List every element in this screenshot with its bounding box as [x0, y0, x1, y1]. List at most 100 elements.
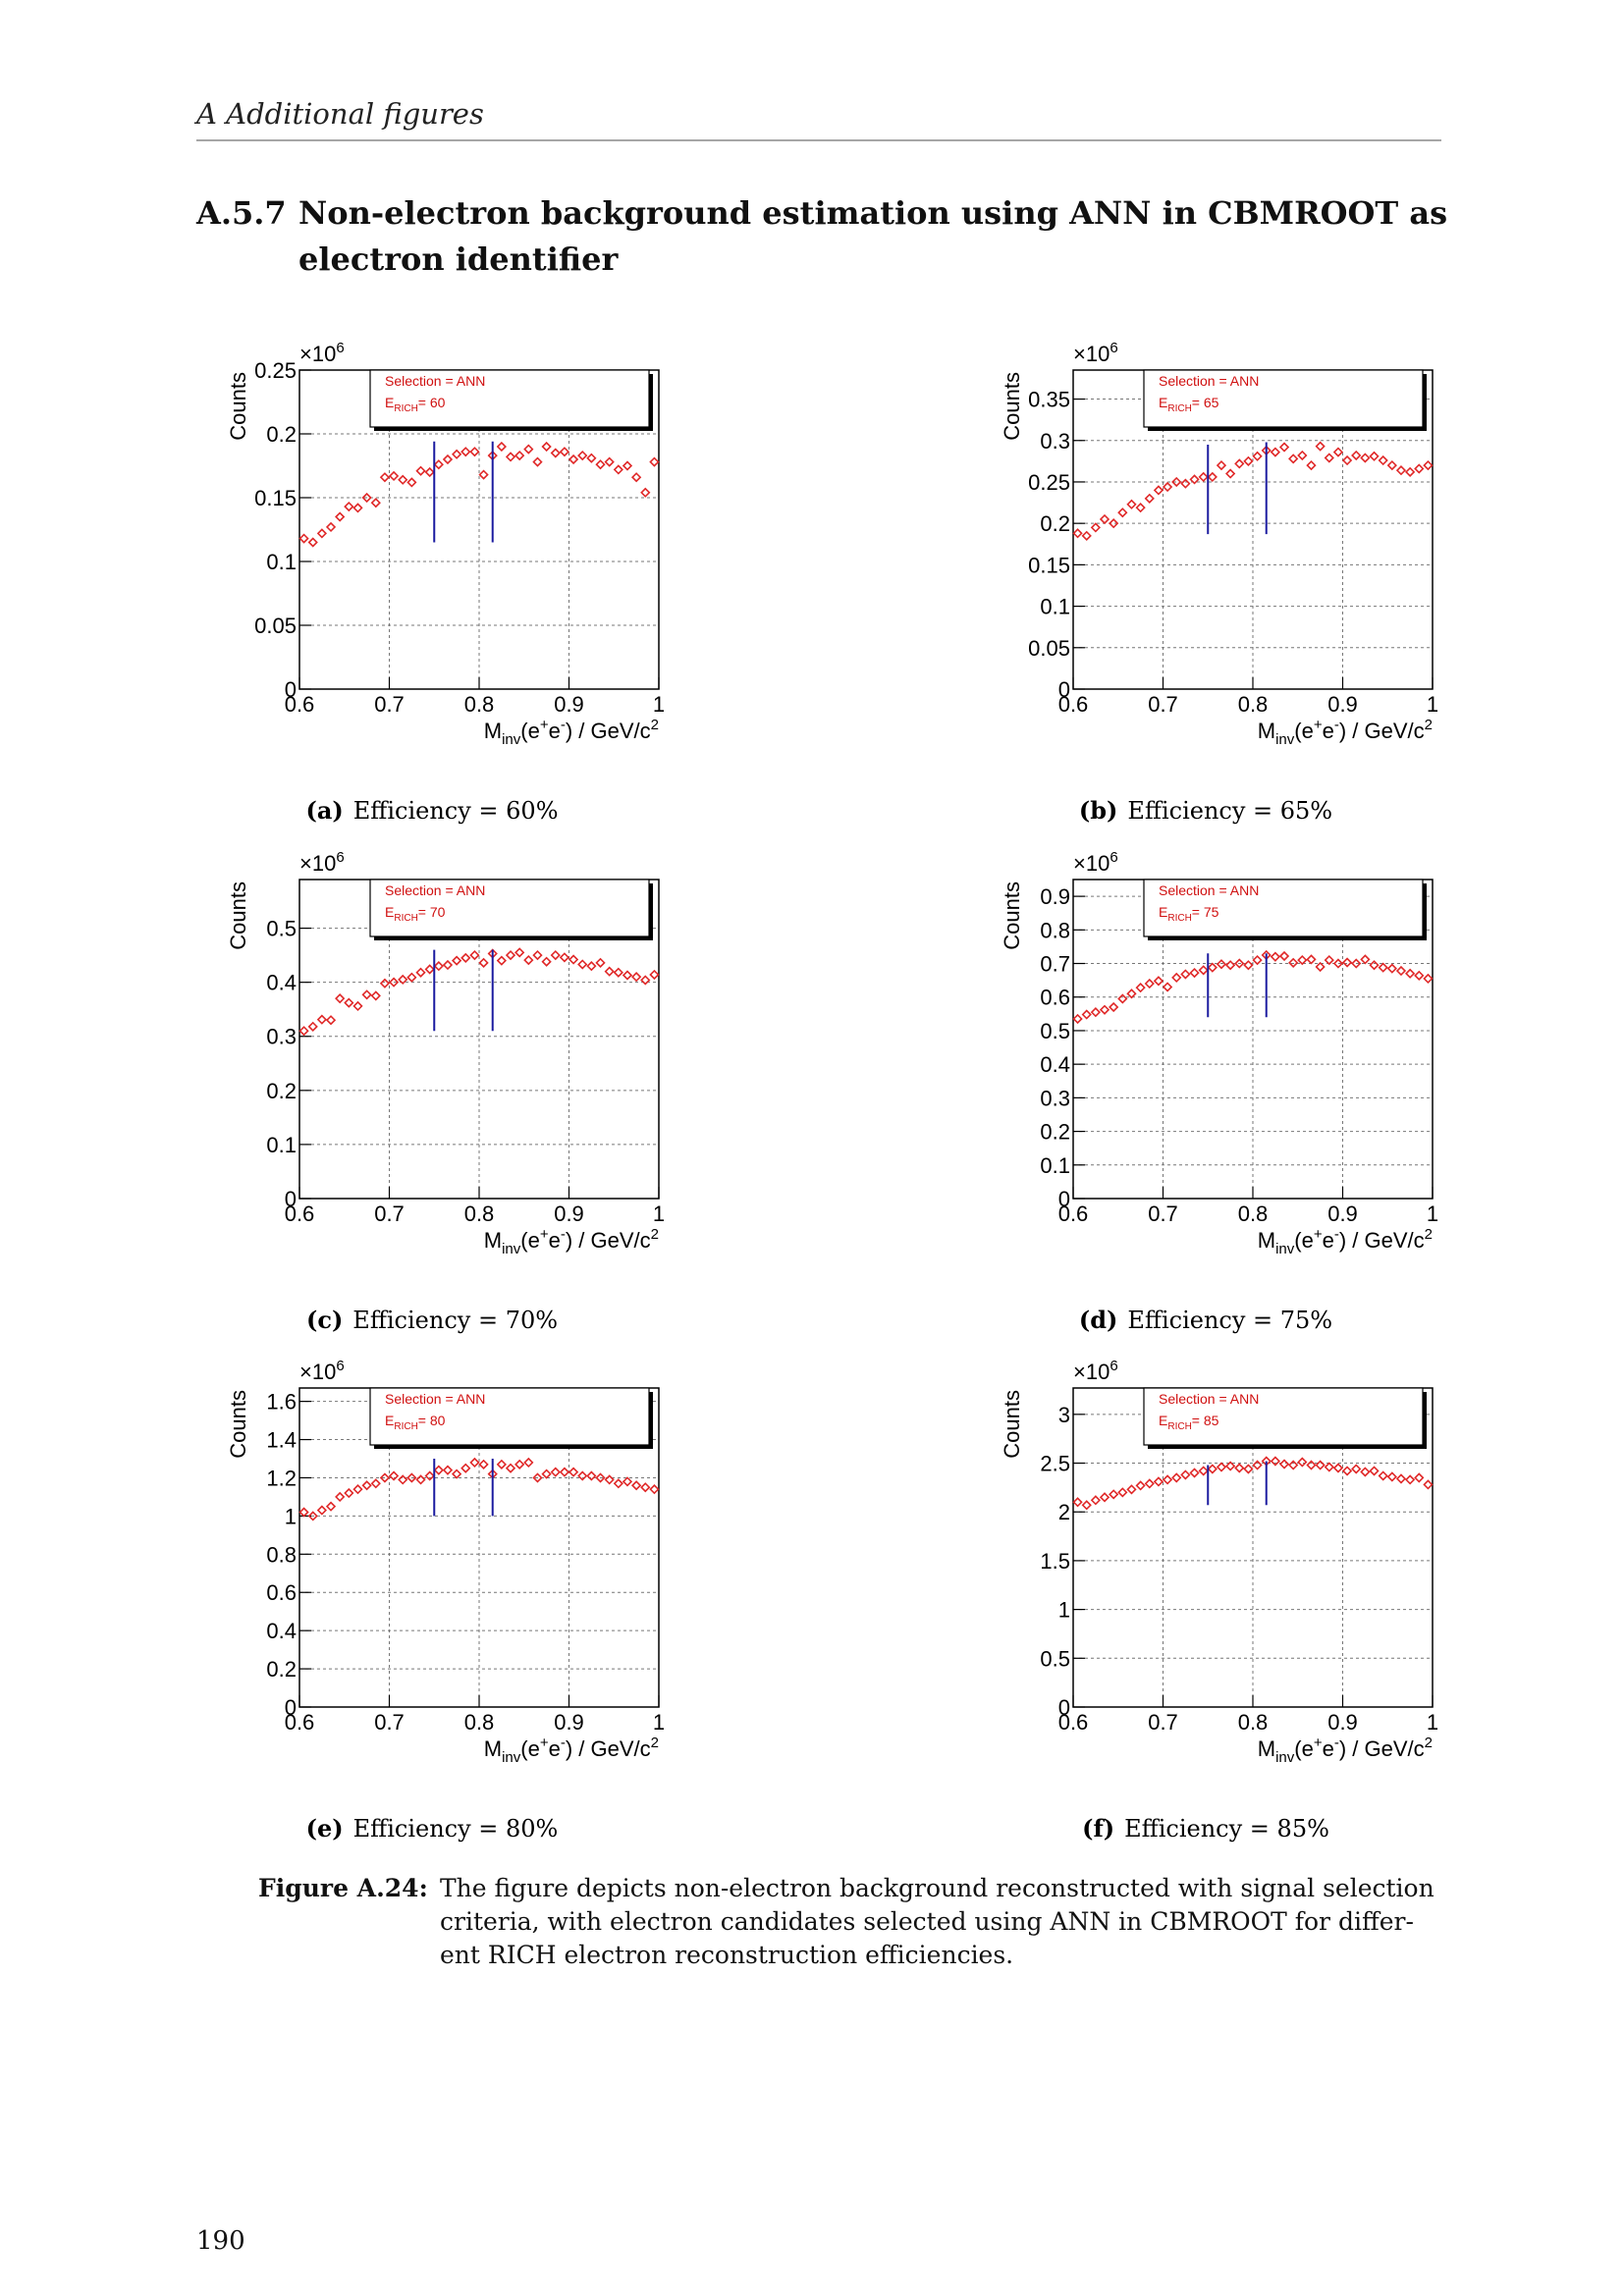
data-point [1180, 478, 1191, 489]
data-point [1252, 954, 1263, 966]
data-point [595, 1472, 606, 1483]
x-tick-label: 0.8 [464, 1710, 495, 1735]
x-tick-label: 0.9 [554, 1710, 584, 1735]
data-point [307, 1021, 318, 1032]
data-point [1090, 1495, 1102, 1506]
legend-text: ERICH= 65 [1159, 395, 1219, 414]
data-point [1315, 1460, 1326, 1470]
data-point [1306, 954, 1317, 965]
data-point [1278, 950, 1290, 962]
data-point [604, 1474, 615, 1485]
data-point [559, 1467, 570, 1477]
legend-text: Selection = ANN [385, 373, 485, 389]
y-tick-label: 0.2 [266, 422, 297, 447]
data-point [352, 503, 363, 513]
data-point [496, 1459, 508, 1469]
data-point [388, 470, 400, 482]
data-point [1135, 1480, 1146, 1491]
y-tick-label: 0.2 [1040, 511, 1070, 536]
data-point [1404, 968, 1416, 979]
data-point [361, 1480, 372, 1491]
data-point [1404, 466, 1416, 477]
y-tick-label: 0 [285, 677, 297, 702]
y-tick-label: 0.9 [1040, 884, 1070, 909]
data-point [325, 521, 337, 533]
y-multiplier: ×106 [1073, 340, 1118, 366]
legend-text-part: E [385, 1413, 394, 1428]
data-point [1395, 965, 1407, 977]
data-point [604, 966, 615, 977]
legend-text: Selection = ANN [1159, 882, 1259, 898]
y-multiplier: ×106 [299, 849, 345, 876]
data-point [532, 1472, 543, 1483]
data-point [325, 1015, 337, 1026]
data-point [1360, 954, 1371, 965]
legend-text: ERICH= 80 [385, 1413, 446, 1432]
data-point [424, 964, 435, 975]
y-multiplier-exp: 6 [1110, 849, 1117, 866]
data-point [541, 956, 552, 967]
figure-caption: criteria, with electron candidates selec… [440, 1907, 1414, 1936]
y-tick-label: 0.5 [1040, 1646, 1070, 1671]
y-tick-label: 0.15 [1028, 553, 1070, 577]
x-axis-label-part: ) / GeV/c [566, 719, 651, 743]
legend-text-sub: RICH [1167, 403, 1191, 414]
data-point [398, 1474, 408, 1485]
data-point [1261, 1456, 1272, 1467]
data-point [622, 970, 633, 981]
y-multiplier-exp: 6 [336, 849, 344, 866]
x-axis-label-part: 2 [651, 1735, 659, 1751]
x-tick-label: 0.9 [1327, 692, 1358, 717]
x-tick-label: 0.7 [374, 692, 405, 717]
x-axis-label-part: M [1258, 1228, 1275, 1253]
data-point [1207, 471, 1218, 483]
data-point [1270, 1456, 1281, 1467]
data-point [1423, 973, 1434, 985]
data-point [1351, 450, 1362, 461]
data-point [595, 957, 606, 968]
data-point [640, 487, 651, 498]
x-axis-label-part: M [1258, 719, 1275, 743]
subcaption-text: Efficiency = 60% [353, 797, 559, 825]
legend-text-part: E [385, 395, 394, 410]
data-point [406, 1472, 417, 1483]
subcaption: (b) Efficiency = 65% [1079, 796, 1332, 825]
x-axis-label-part: inv [1275, 1241, 1295, 1257]
data-point [496, 955, 508, 966]
data-point [1081, 1009, 1092, 1020]
x-tick-label: 1 [1427, 1710, 1438, 1735]
data-point [1324, 954, 1334, 966]
data-point [1261, 445, 1272, 456]
data-point [379, 1472, 391, 1483]
data-point [1153, 976, 1164, 987]
subcaption-text: Efficiency = 75% [1127, 1307, 1332, 1334]
y-tick-label: 0.7 [1040, 952, 1070, 977]
data-point [487, 450, 498, 461]
x-axis-label-part: + [1314, 717, 1323, 733]
x-tick-label: 0.6 [285, 1710, 315, 1735]
y-tick-label: 0.8 [266, 1542, 297, 1567]
data-point [1099, 1004, 1110, 1015]
data-point [1117, 1487, 1128, 1498]
x-axis-label-part: - [561, 717, 566, 733]
data-point [442, 454, 454, 465]
data-point [1207, 1464, 1218, 1474]
x-axis-label-part: + [540, 717, 549, 733]
subcaption-label: (c) [306, 1306, 343, 1334]
data-point [622, 1476, 633, 1487]
data-point [1386, 459, 1397, 471]
data-point [478, 1459, 489, 1469]
x-axis-label-part: e [549, 1736, 561, 1761]
data-point [649, 456, 660, 467]
data-point [298, 1026, 309, 1037]
data-point [1243, 455, 1254, 466]
data-point [1414, 463, 1425, 474]
data-point [1224, 960, 1236, 971]
data-point [1332, 1463, 1344, 1473]
x-axis-label-part: - [1334, 1735, 1339, 1751]
data-point [1072, 1497, 1083, 1508]
data-point [1261, 949, 1272, 961]
data-point [1341, 1466, 1353, 1476]
